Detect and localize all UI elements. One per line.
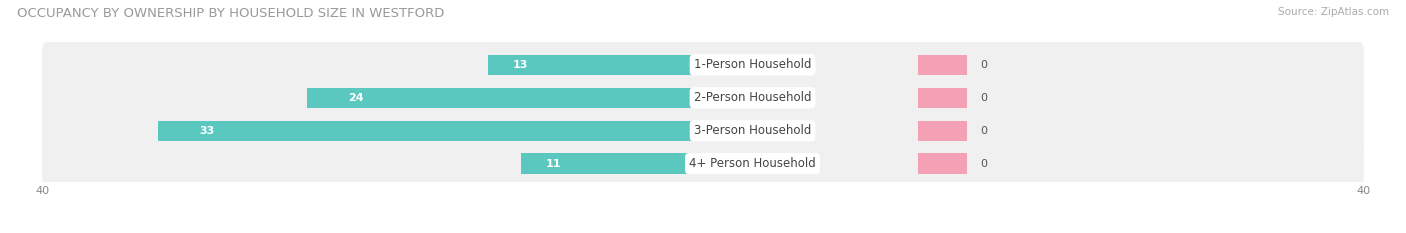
Bar <box>918 154 967 174</box>
Bar <box>918 88 967 108</box>
Text: 3-Person Household: 3-Person Household <box>695 124 811 137</box>
Text: 2-Person Household: 2-Person Household <box>693 91 811 104</box>
Text: 0: 0 <box>980 60 987 70</box>
Bar <box>307 88 703 108</box>
FancyBboxPatch shape <box>42 42 1364 88</box>
FancyBboxPatch shape <box>42 75 1364 121</box>
FancyBboxPatch shape <box>42 107 1364 154</box>
Bar <box>918 55 967 75</box>
Text: Source: ZipAtlas.com: Source: ZipAtlas.com <box>1278 7 1389 17</box>
Bar <box>488 55 703 75</box>
Bar <box>157 120 703 141</box>
Bar <box>918 120 967 141</box>
Text: 0: 0 <box>980 93 987 103</box>
Text: 1-Person Household: 1-Person Household <box>693 58 811 72</box>
Text: 11: 11 <box>546 159 561 169</box>
Text: 33: 33 <box>200 126 214 136</box>
Text: OCCUPANCY BY OWNERSHIP BY HOUSEHOLD SIZE IN WESTFORD: OCCUPANCY BY OWNERSHIP BY HOUSEHOLD SIZE… <box>17 7 444 20</box>
Text: 0: 0 <box>980 159 987 169</box>
FancyBboxPatch shape <box>42 140 1364 187</box>
Text: 24: 24 <box>347 93 363 103</box>
Text: 4+ Person Household: 4+ Person Household <box>689 157 815 170</box>
Bar <box>522 154 703 174</box>
Text: 13: 13 <box>513 60 529 70</box>
Text: 0: 0 <box>980 126 987 136</box>
